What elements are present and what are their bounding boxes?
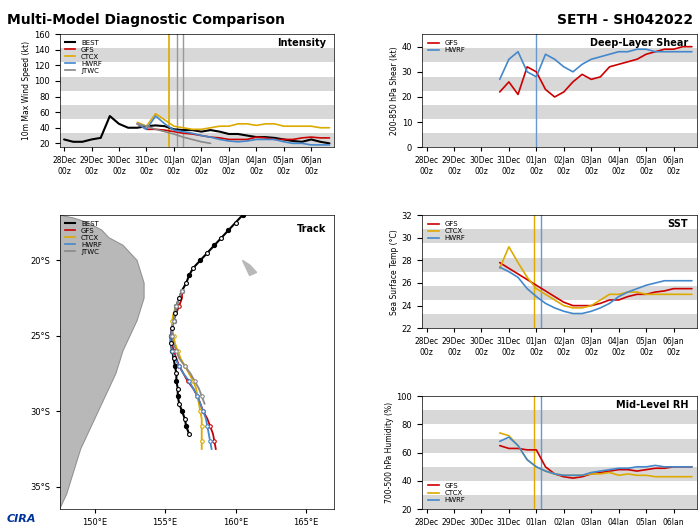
Bar <box>60 91 334 105</box>
Text: Intensity: Intensity <box>276 37 326 48</box>
Polygon shape <box>60 215 144 509</box>
Legend: BEST, GFS, CTCX, HWRF, JTWC: BEST, GFS, CTCX, HWRF, JTWC <box>63 38 104 76</box>
Bar <box>422 215 696 229</box>
Legend: BEST, GFS, CTCX, HWRF, JTWC: BEST, GFS, CTCX, HWRF, JTWC <box>63 218 104 257</box>
Bar <box>422 495 696 509</box>
Bar <box>60 62 334 77</box>
Bar <box>422 133 696 147</box>
Bar <box>60 77 334 91</box>
Text: Mid-Level RH: Mid-Level RH <box>616 400 688 410</box>
Bar <box>422 105 696 119</box>
Bar <box>60 48 334 62</box>
Bar <box>422 48 696 62</box>
Bar <box>422 34 696 48</box>
Y-axis label: 10m Max Wind Speed (kt): 10m Max Wind Speed (kt) <box>22 41 31 140</box>
Bar <box>422 119 696 133</box>
Bar <box>422 286 696 300</box>
Text: Deep-Layer Shear: Deep-Layer Shear <box>590 37 688 48</box>
Legend: GFS, CTCX, HWRF: GFS, CTCX, HWRF <box>426 480 468 506</box>
Bar <box>422 91 696 105</box>
Y-axis label: 700-500 hPa Humidity (%): 700-500 hPa Humidity (%) <box>385 402 393 503</box>
Text: SST: SST <box>668 218 688 228</box>
Text: Multi-Model Diagnostic Comparison: Multi-Model Diagnostic Comparison <box>7 13 285 27</box>
Bar <box>422 410 696 424</box>
Bar <box>422 424 696 438</box>
Bar <box>422 314 696 328</box>
Bar <box>60 105 334 119</box>
Bar <box>422 258 696 272</box>
Bar <box>60 34 334 48</box>
Bar <box>422 62 696 77</box>
Bar <box>422 272 696 286</box>
Polygon shape <box>242 260 257 276</box>
Legend: GFS, HWRF: GFS, HWRF <box>426 38 468 56</box>
Y-axis label: Sea Surface Temp (°C): Sea Surface Temp (°C) <box>390 229 399 314</box>
Bar <box>422 453 696 467</box>
Bar <box>422 244 696 258</box>
Bar <box>422 77 696 91</box>
Bar <box>60 119 334 133</box>
Bar <box>422 396 696 410</box>
Bar <box>422 438 696 453</box>
Text: SETH - SH042022: SETH - SH042022 <box>557 13 693 27</box>
Legend: GFS, CTCX, HWRF: GFS, CTCX, HWRF <box>426 218 468 244</box>
Bar <box>60 133 334 147</box>
Bar <box>422 300 696 314</box>
Text: CIRA: CIRA <box>7 514 36 524</box>
Text: Track: Track <box>297 224 326 234</box>
Bar <box>422 481 696 495</box>
Bar <box>422 467 696 481</box>
Bar <box>422 229 696 244</box>
Y-axis label: 200-850 hPa Shear (kt): 200-850 hPa Shear (kt) <box>390 46 399 135</box>
